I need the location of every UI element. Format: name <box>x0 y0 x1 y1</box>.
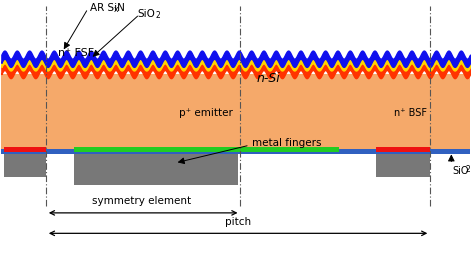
Text: AR SiN: AR SiN <box>90 3 124 13</box>
Text: pitch: pitch <box>225 217 251 227</box>
Bar <box>4 147 46 152</box>
Text: SiO: SiO <box>452 166 469 176</box>
Text: metal fingers: metal fingers <box>252 138 322 148</box>
Text: 2: 2 <box>465 165 470 174</box>
Bar <box>74 147 339 152</box>
Text: p⁺ emitter: p⁺ emitter <box>180 108 233 118</box>
Text: n⁺ BSF: n⁺ BSF <box>394 108 427 118</box>
Bar <box>4 154 46 177</box>
Bar <box>376 154 430 177</box>
Text: n⁺ FSF: n⁺ FSF <box>58 48 94 58</box>
Text: SiO: SiO <box>137 9 155 19</box>
Bar <box>74 154 238 185</box>
Text: n-Si: n-Si <box>256 72 281 85</box>
Bar <box>1 74 470 150</box>
Text: 2: 2 <box>155 11 160 20</box>
Text: symmetry element: symmetry element <box>92 197 191 206</box>
Bar <box>1 149 470 154</box>
Bar <box>376 147 430 152</box>
Text: x: x <box>114 5 118 14</box>
